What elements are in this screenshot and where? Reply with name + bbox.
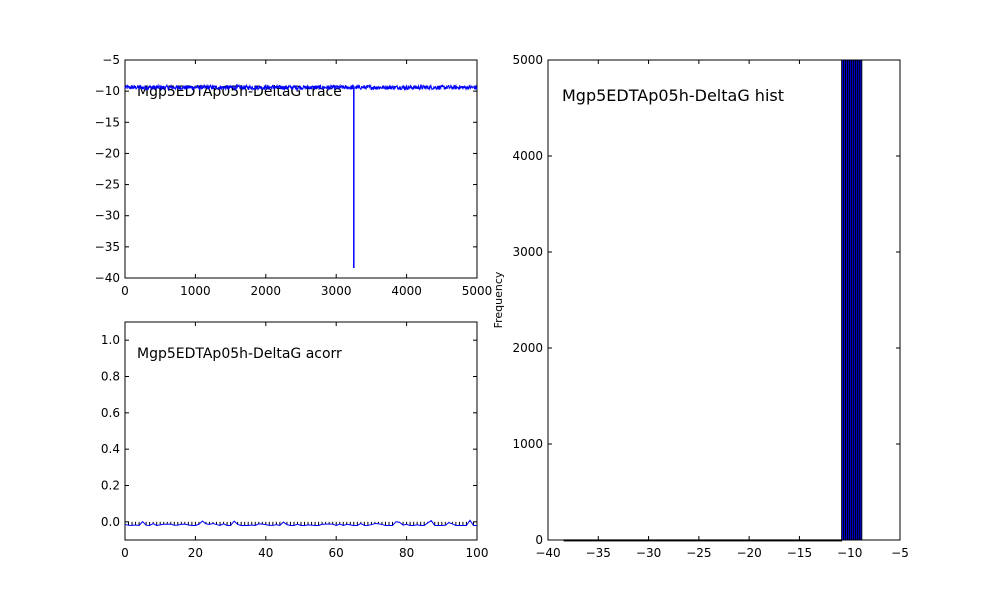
hist-xtick-label: −15 xyxy=(787,546,812,560)
acorr-ytick-label: 0.4 xyxy=(101,442,120,456)
acorr-xtick-label: 20 xyxy=(188,546,203,560)
acorr-ytick-label: 0.8 xyxy=(101,370,120,384)
trace-ytick-label: −40 xyxy=(95,271,120,285)
acorr-xtick-label: 40 xyxy=(258,546,273,560)
hist-xtick-label: −30 xyxy=(636,546,661,560)
trace-xtick-label: 5000 xyxy=(462,284,493,298)
hist-ytick-label: 5000 xyxy=(512,53,543,67)
trace-xtick-label: 1000 xyxy=(180,284,211,298)
acorr-ytick-label: 0.0 xyxy=(101,515,120,529)
acorr-plot-frame xyxy=(124,321,478,541)
hist-ytick-label: 3000 xyxy=(512,245,543,259)
trace-xtick-label: 2000 xyxy=(251,284,282,298)
hist-xtick-label: −20 xyxy=(736,546,761,560)
acorr-series-line xyxy=(124,519,477,527)
hist-panel: Mgp5EDTAp05h-DeltaG hist Frequency −40 −3… xyxy=(492,53,909,560)
acorr-ytick-label: 0.2 xyxy=(101,479,120,493)
acorr-panel: Mgp5EDTAp05h-DeltaG acorr 0 20 40 60 80 100 0.… xyxy=(101,321,489,560)
acorr-xtick-label: 0 xyxy=(121,546,129,560)
hist-xtick-label: −25 xyxy=(686,546,711,560)
hist-xtick-label: −35 xyxy=(586,546,611,560)
hist-xtick-label: −5 xyxy=(891,546,909,560)
hist-bar xyxy=(859,59,863,541)
hist-ylabel: Frequency xyxy=(492,271,505,328)
trace-ytick-label: −30 xyxy=(95,209,120,223)
trace-panel: Mgp5EDTAp05h-DeltaG trace 0 1000 2000 3000 4… xyxy=(95,53,493,298)
hist-title: Mgp5EDTAp05h-DeltaG hist xyxy=(562,86,784,105)
trace-xtick-label: 0 xyxy=(121,284,129,298)
trace-xtick-label: 4000 xyxy=(391,284,422,298)
trace-series-line xyxy=(124,83,478,92)
acorr-ytick-label: 0.6 xyxy=(101,406,120,420)
acorr-xtick-label: 60 xyxy=(329,546,344,560)
trace-ytick-label: −5 xyxy=(102,53,120,67)
trace-ytick-label: −20 xyxy=(95,146,120,160)
acorr-ytick-label: 1.0 xyxy=(101,333,120,347)
acorr-xtick-label: 100 xyxy=(466,546,489,560)
hist-ytick-label: 0 xyxy=(535,533,543,547)
trace-ytick-label: −10 xyxy=(95,84,120,98)
hist-ytick-label: 4000 xyxy=(512,149,543,163)
trace-ytick-label: −35 xyxy=(95,240,120,254)
hist-bar xyxy=(563,539,843,542)
hist-ytick-label: 2000 xyxy=(512,341,543,355)
acorr-xtick-label: 80 xyxy=(399,546,414,560)
acorr-title: Mgp5EDTAp05h-DeltaG acorr xyxy=(137,346,342,362)
hist-ytick-label: 1000 xyxy=(512,437,543,451)
trace-ytick-label: −15 xyxy=(95,115,120,129)
hist-xtick-label: −40 xyxy=(535,546,560,560)
trace-xtick-label: 3000 xyxy=(321,284,352,298)
trace-plot-frame xyxy=(124,59,478,279)
trace-ytick-label: −25 xyxy=(95,178,120,192)
hist-xtick-label: −10 xyxy=(837,546,862,560)
